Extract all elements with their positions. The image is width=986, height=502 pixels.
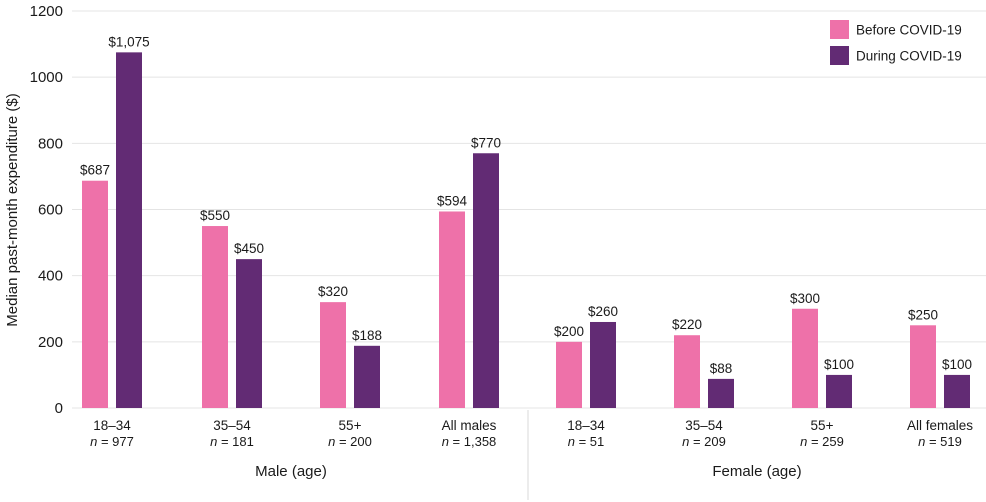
data-label: $770 bbox=[471, 135, 501, 150]
bar-during bbox=[473, 153, 499, 408]
bar-before bbox=[674, 335, 700, 408]
bar-before bbox=[910, 325, 936, 408]
category-label: 18–34 bbox=[567, 418, 605, 433]
sample-size-label: n = 259 bbox=[800, 434, 844, 449]
bar-during bbox=[826, 374, 852, 408]
sample-size-label: n = 51 bbox=[568, 434, 605, 449]
y-tick-label: 1000 bbox=[30, 69, 63, 86]
legend-label: Before COVID-19 bbox=[856, 23, 962, 38]
bar-during bbox=[354, 345, 380, 408]
bar-during bbox=[116, 52, 142, 409]
y-tick-label: 400 bbox=[38, 268, 63, 285]
sample-size-label: n = 977 bbox=[90, 434, 134, 449]
data-label: $594 bbox=[437, 193, 468, 208]
category-label: 55+ bbox=[339, 418, 362, 433]
category-label: All males bbox=[442, 418, 497, 433]
bar-before bbox=[439, 211, 465, 408]
data-label: $320 bbox=[318, 284, 348, 299]
bar-before bbox=[792, 308, 818, 408]
data-label: $220 bbox=[672, 317, 702, 332]
y-tick-label: 1200 bbox=[30, 3, 63, 20]
sample-size-label: n = 519 bbox=[918, 434, 962, 449]
y-axis-label: Median past-month expenditure ($) bbox=[4, 93, 21, 326]
bar-during bbox=[944, 374, 970, 408]
data-label: $250 bbox=[908, 307, 938, 322]
data-label: $300 bbox=[790, 291, 820, 306]
sample-size-label: n = 181 bbox=[210, 434, 254, 449]
data-label: $1,075 bbox=[108, 34, 149, 49]
y-tick-label: 200 bbox=[38, 334, 63, 351]
y-tick-label: 600 bbox=[38, 202, 63, 219]
bar-during bbox=[708, 378, 734, 408]
bars bbox=[82, 52, 970, 409]
bar-before bbox=[556, 341, 582, 408]
legend-swatch bbox=[830, 46, 849, 65]
y-axis-ticks: 0 200 400 600 800 1000 1200 bbox=[30, 3, 63, 417]
bar-before bbox=[82, 180, 108, 408]
data-label: $88 bbox=[710, 361, 733, 376]
data-label: $100 bbox=[824, 357, 854, 372]
category-label: 35–54 bbox=[213, 418, 251, 433]
bar-during bbox=[236, 259, 262, 408]
sample-size-label: n = 1,358 bbox=[442, 434, 497, 449]
bar-during bbox=[590, 321, 616, 408]
y-tick-label: 800 bbox=[38, 135, 63, 152]
data-labels: $687 $1,075 $550 $450 $320 $188 $594 $770 $200 $2… bbox=[80, 34, 972, 376]
legend: Before COVID-19 During COVID-19 bbox=[830, 20, 962, 65]
group-label-female: Female (age) bbox=[712, 463, 801, 480]
bar-before bbox=[320, 302, 346, 408]
category-label: 35–54 bbox=[685, 418, 723, 433]
sample-size-label: n = 209 bbox=[682, 434, 726, 449]
legend-label: During COVID-19 bbox=[856, 49, 962, 64]
legend-swatch bbox=[830, 20, 849, 39]
data-label: $687 bbox=[80, 163, 110, 178]
group-labels: Male (age) Female (age) bbox=[255, 463, 801, 480]
data-label: $200 bbox=[554, 324, 584, 339]
group-label-male: Male (age) bbox=[255, 463, 327, 480]
data-label: $100 bbox=[942, 357, 972, 372]
data-label: $260 bbox=[588, 304, 618, 319]
category-label: All females bbox=[907, 418, 973, 433]
data-label: $550 bbox=[200, 208, 230, 223]
sample-size-label: n = 200 bbox=[328, 434, 372, 449]
category-label: 55+ bbox=[811, 418, 834, 433]
data-label: $188 bbox=[352, 328, 382, 343]
data-label: $450 bbox=[234, 241, 264, 256]
y-tick-label: 0 bbox=[55, 400, 63, 417]
bar-before bbox=[202, 226, 228, 408]
category-label: 18–34 bbox=[93, 418, 131, 433]
